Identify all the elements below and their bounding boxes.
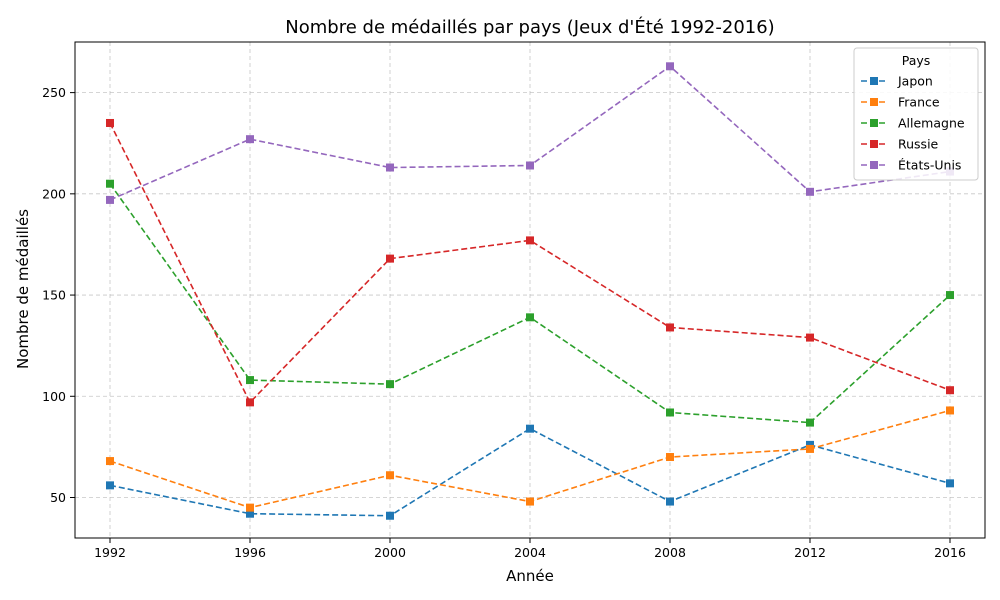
y-tick-label: 200 (42, 186, 66, 201)
data-point (526, 424, 534, 433)
x-tick-label: 1996 (234, 545, 266, 560)
data-point (106, 195, 114, 204)
x-tick-label: 2004 (514, 545, 546, 560)
legend-item: France (861, 95, 940, 110)
data-point (526, 161, 534, 170)
y-tick-label: 100 (42, 389, 66, 404)
data-point (946, 291, 954, 300)
data-point (246, 135, 254, 144)
data-point (386, 511, 394, 520)
data-point (106, 118, 114, 127)
x-tick-label: 2012 (794, 545, 826, 560)
legend-label: Allemagne (898, 116, 965, 131)
y-axis-label: Nombre de médaillés (14, 209, 32, 369)
data-point (246, 376, 254, 385)
data-point (246, 509, 254, 518)
x-tick-label: 1992 (94, 545, 126, 560)
legend-swatch-marker (870, 98, 878, 106)
series-1 (106, 406, 954, 512)
data-point (106, 457, 114, 466)
series-layer (106, 62, 954, 520)
legend-label: États-Unis (898, 158, 961, 173)
legend-label: France (898, 95, 940, 110)
data-point (106, 179, 114, 188)
data-point (806, 418, 814, 427)
legend-swatch-marker (870, 161, 878, 169)
x-axis-label: Année (506, 567, 554, 585)
y-tick-label: 150 (42, 288, 66, 303)
data-point (106, 481, 114, 490)
data-point (666, 408, 674, 417)
data-point (666, 497, 674, 506)
data-point (666, 62, 674, 71)
legend-swatch-marker (870, 119, 878, 127)
data-point (386, 380, 394, 389)
data-point (386, 471, 394, 480)
legend-item: Japon (861, 74, 933, 89)
series-0 (106, 424, 954, 520)
y-tick-label: 50 (50, 490, 66, 505)
series-3 (106, 118, 954, 407)
legend-items: Japon France Allemagne Russie États-Unis (861, 74, 965, 173)
chart-title: Nombre de médaillés par pays (Jeux d'Été… (285, 16, 774, 38)
data-point (526, 497, 534, 506)
data-point (246, 503, 254, 512)
y-tick-label: 250 (42, 85, 66, 100)
legend: Pays Japon France Allemagne Russie États-Uni… (853, 47, 979, 181)
grid (75, 42, 985, 538)
x-axis: 1992 1996 2000 2004 2008 2012 2016 (94, 538, 966, 560)
data-point (526, 236, 534, 245)
x-tick-label: 2008 (654, 545, 686, 560)
data-point (806, 440, 814, 449)
legend-title: Pays (902, 53, 931, 68)
data-point (806, 444, 814, 453)
series-2 (106, 179, 954, 427)
legend-item: États-Unis (861, 158, 961, 173)
legend-label: Japon (897, 74, 933, 89)
data-point (946, 386, 954, 395)
data-point (806, 187, 814, 196)
x-tick-label: 2016 (934, 545, 966, 560)
legend-label: Russie (898, 137, 939, 152)
data-point (666, 453, 674, 462)
legend-swatch-marker (870, 140, 878, 148)
data-point (246, 398, 254, 407)
data-point (946, 406, 954, 415)
y-axis: 50 100 150 200 250 (42, 85, 75, 505)
data-point (386, 163, 394, 172)
legend-swatch-marker (870, 77, 878, 85)
x-tick-label: 2000 (374, 545, 406, 560)
data-point (806, 333, 814, 342)
legend-item: Allemagne (861, 116, 965, 131)
data-point (946, 479, 954, 488)
data-point (526, 313, 534, 322)
legend-item: Russie (861, 137, 939, 152)
data-point (666, 323, 674, 332)
data-point (386, 254, 394, 263)
